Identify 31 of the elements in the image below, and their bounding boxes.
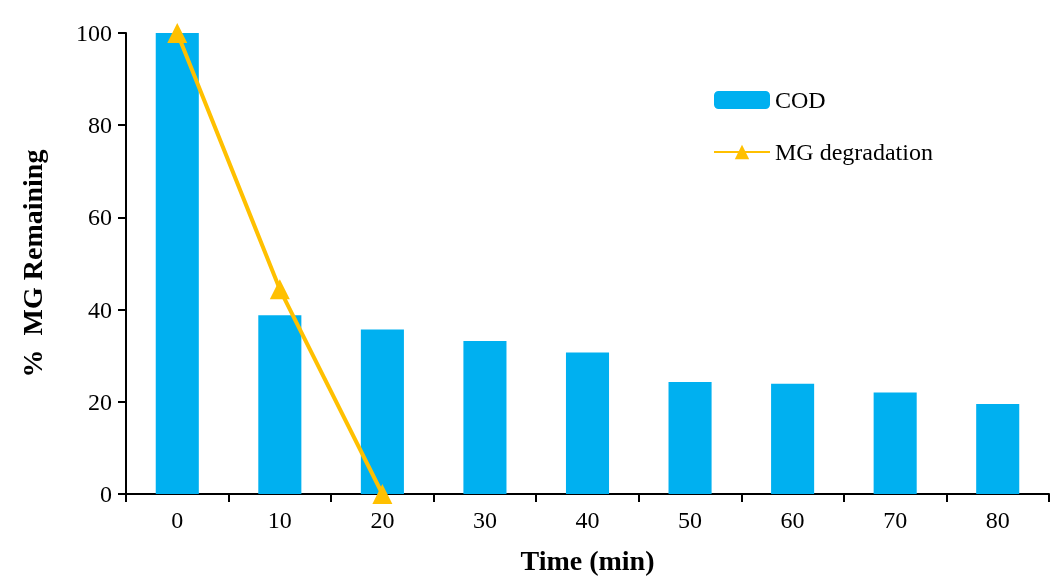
bar bbox=[771, 383, 815, 494]
bar bbox=[976, 404, 1020, 494]
x-tick-label: 40 bbox=[575, 507, 600, 533]
x-tick-label: 30 bbox=[472, 507, 497, 533]
y-tick-label: 80 bbox=[88, 112, 112, 139]
legend-label: COD bbox=[775, 87, 826, 113]
bar bbox=[258, 315, 302, 494]
x-axis-title: Time (min) bbox=[520, 544, 655, 576]
point bbox=[269, 279, 290, 300]
legend-label: MG degradation bbox=[775, 139, 933, 165]
x-tick-label: 80 bbox=[985, 507, 1010, 533]
x-tick-label: 10 bbox=[267, 507, 292, 533]
x-tick-label: 70 bbox=[883, 507, 908, 533]
x-tick-label: 0 bbox=[171, 507, 184, 533]
point bbox=[372, 484, 393, 504]
y-tick-label: 40 bbox=[88, 296, 112, 323]
bar bbox=[668, 381, 712, 494]
point bbox=[167, 23, 188, 43]
bar bbox=[463, 340, 507, 494]
bar bbox=[565, 352, 610, 494]
bar bbox=[360, 329, 404, 494]
bar bbox=[873, 392, 917, 494]
y-axis-title: % MG Remaining bbox=[16, 149, 48, 378]
x-tick-label: 20 bbox=[370, 507, 395, 533]
y-tick-label: 20 bbox=[88, 388, 112, 415]
y-tick-label: 0 bbox=[100, 481, 112, 507]
x-tick-label: 60 bbox=[780, 507, 805, 533]
y-tick-label: 60 bbox=[88, 204, 112, 231]
y-tick-label: 100 bbox=[76, 20, 112, 46]
bar bbox=[155, 33, 199, 494]
x-tick-label: 50 bbox=[678, 507, 703, 533]
